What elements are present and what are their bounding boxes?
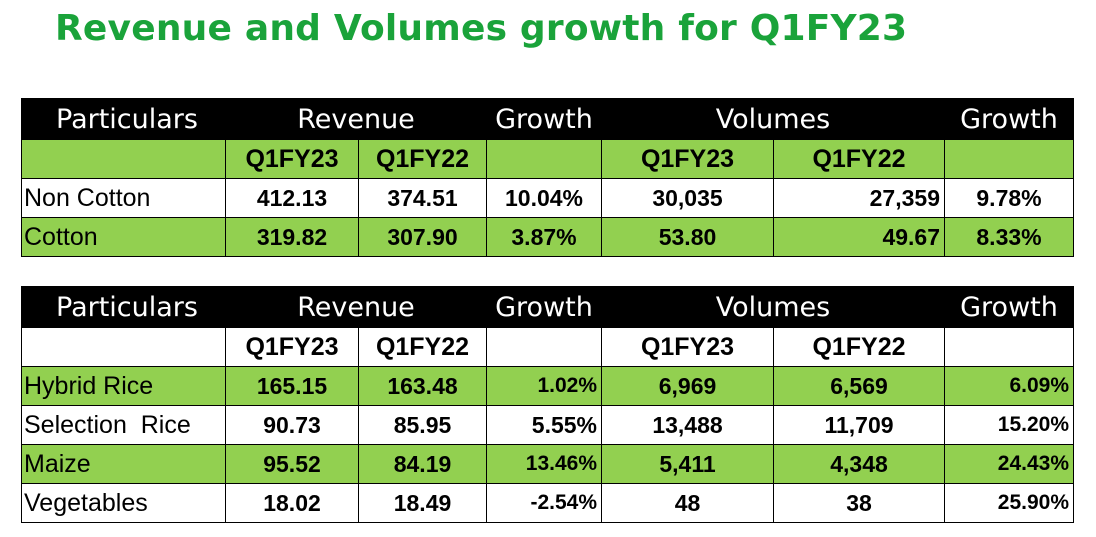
volume-growth: 15.20%	[944, 405, 1074, 445]
volume-q1fy22: 11,709	[773, 405, 945, 445]
table-row: Hybrid Rice 165.15 163.48 1.02% 6,969 6,…	[21, 366, 1074, 406]
revenue-q1fy22: 85.95	[358, 405, 487, 445]
volume-q1fy22: 27,359	[773, 178, 945, 218]
header-particulars: Particulars	[21, 286, 226, 328]
volume-q1fy22: 49.67	[773, 217, 945, 257]
revenue-growth: 5.55%	[486, 405, 602, 445]
revenue-q1fy22: 374.51	[358, 178, 487, 218]
header-volumes: Volumes	[601, 286, 945, 328]
revenue-growth: 1.02%	[486, 366, 602, 406]
volume-q1fy23: 5,411	[601, 444, 774, 484]
subheader-row: Q1FY23 Q1FY22 Q1FY23 Q1FY22	[21, 327, 1074, 367]
table-row: Non Cotton 412.13 374.51 10.04% 30,035 2…	[21, 178, 1074, 218]
row-label: Maize	[21, 444, 226, 484]
row-label: Vegetables	[21, 483, 226, 523]
revenue-q1fy22: 18.49	[358, 483, 487, 523]
volume-growth: 8.33%	[944, 217, 1074, 257]
subheader-rev-q1fy23: Q1FY23	[225, 139, 359, 179]
revenue-q1fy23: 412.13	[225, 178, 359, 218]
revenue-q1fy22: 84.19	[358, 444, 487, 484]
header-volume-growth: Growth	[944, 98, 1074, 140]
volume-q1fy23: 30,035	[601, 178, 774, 218]
subheader-blank	[21, 139, 226, 179]
subheader-blank	[486, 139, 602, 179]
volume-q1fy22: 6,569	[773, 366, 945, 406]
revenue-q1fy23: 95.52	[225, 444, 359, 484]
subheader-vol-q1fy23: Q1FY23	[601, 139, 774, 179]
table-row: Vegetables 18.02 18.49 -2.54% 48 38 25.9…	[21, 483, 1074, 523]
volume-growth: 25.90%	[944, 483, 1074, 523]
row-label: Hybrid Rice	[21, 366, 226, 406]
header-particulars: Particulars	[21, 98, 226, 140]
subheader-vol-q1fy22: Q1FY22	[773, 327, 945, 367]
subheader-blank	[21, 327, 226, 367]
volume-q1fy23: 48	[601, 483, 774, 523]
volume-q1fy23: 6,969	[601, 366, 774, 406]
volume-q1fy23: 13,488	[601, 405, 774, 445]
revenue-q1fy22: 307.90	[358, 217, 487, 257]
subheader-blank	[486, 327, 602, 367]
header-revenue: Revenue	[225, 286, 487, 328]
subheader-blank	[944, 327, 1074, 367]
subheader-vol-q1fy22: Q1FY22	[773, 139, 945, 179]
row-label: Non Cotton	[21, 178, 226, 218]
subheader-rev-q1fy22: Q1FY22	[358, 327, 487, 367]
header-row: Particulars Revenue Growth Volumes Growt…	[21, 98, 1074, 140]
table-row: Maize 95.52 84.19 13.46% 5,411 4,348 24.…	[21, 444, 1074, 484]
revenue-q1fy23: 165.15	[225, 366, 359, 406]
volume-q1fy23: 53.80	[601, 217, 774, 257]
revenue-growth: 13.46%	[486, 444, 602, 484]
volume-q1fy22: 4,348	[773, 444, 945, 484]
revenue-q1fy23: 319.82	[225, 217, 359, 257]
revenue-growth: 10.04%	[486, 178, 602, 218]
volume-q1fy22: 38	[773, 483, 945, 523]
revenue-q1fy23: 18.02	[225, 483, 359, 523]
revenue-growth: 3.87%	[486, 217, 602, 257]
revenue-volumes-table-2: Particulars Revenue Growth Volumes Growt…	[21, 286, 1074, 523]
revenue-q1fy23: 90.73	[225, 405, 359, 445]
subheader-blank	[944, 139, 1074, 179]
table-row: Selection Rice 90.73 85.95 5.55% 13,488 …	[21, 405, 1074, 445]
row-label: Selection Rice	[21, 405, 226, 445]
row-label: Cotton	[21, 217, 226, 257]
header-revenue-growth: Growth	[486, 98, 602, 140]
revenue-volumes-table-1: Particulars Revenue Growth Volumes Growt…	[21, 98, 1074, 257]
page-title: Revenue and Volumes growth for Q1FY23	[55, 8, 908, 49]
header-volume-growth: Growth	[944, 286, 1074, 328]
table-row: Cotton 319.82 307.90 3.87% 53.80 49.67 8…	[21, 217, 1074, 257]
revenue-growth: -2.54%	[486, 483, 602, 523]
revenue-q1fy22: 163.48	[358, 366, 487, 406]
volume-growth: 24.43%	[944, 444, 1074, 484]
header-revenue-growth: Growth	[486, 286, 602, 328]
header-revenue: Revenue	[225, 98, 487, 140]
subheader-vol-q1fy23: Q1FY23	[601, 327, 774, 367]
header-row: Particulars Revenue Growth Volumes Growt…	[21, 286, 1074, 328]
volume-growth: 9.78%	[944, 178, 1074, 218]
subheader-rev-q1fy22: Q1FY22	[358, 139, 487, 179]
subheader-row: Q1FY23 Q1FY22 Q1FY23 Q1FY22	[21, 139, 1074, 179]
header-volumes: Volumes	[601, 98, 945, 140]
volume-growth: 6.09%	[944, 366, 1074, 406]
subheader-rev-q1fy23: Q1FY23	[225, 327, 359, 367]
